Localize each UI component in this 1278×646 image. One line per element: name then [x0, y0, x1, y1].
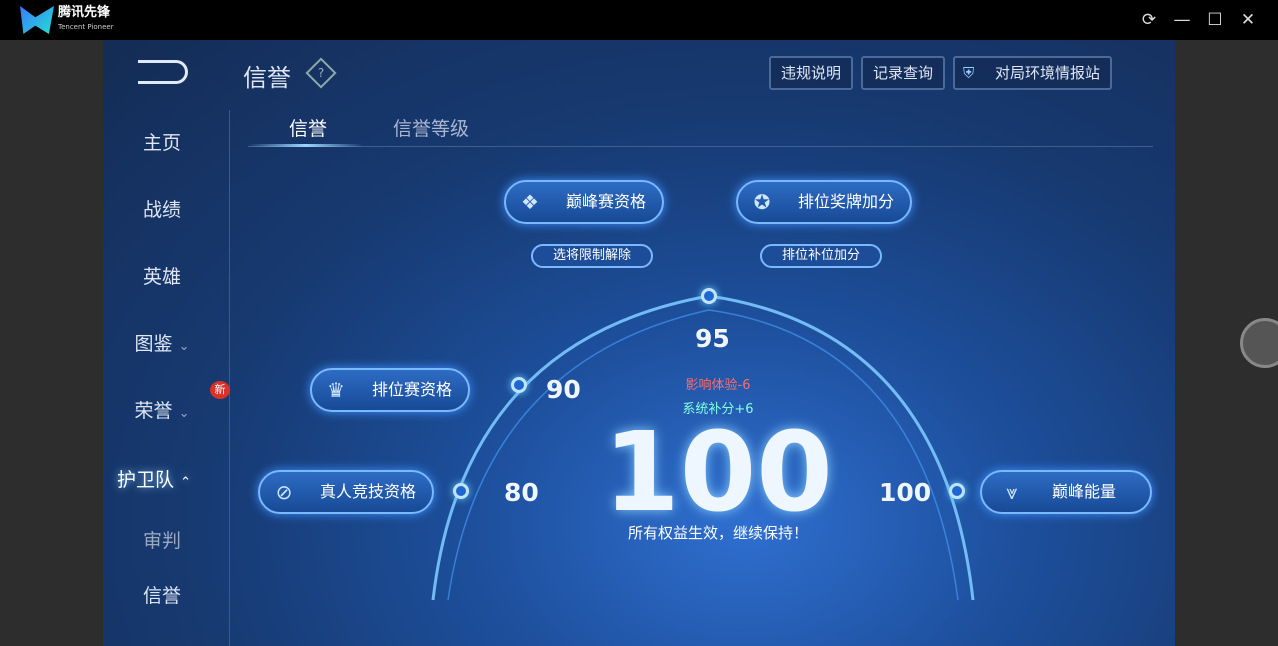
left-margin — [0, 40, 103, 646]
nav-record[interactable]: 战绩 — [142, 199, 181, 221]
threshold-100: 100 — [879, 478, 932, 507]
peak-energy[interactable]: ⩔ 巅峰能量 — [980, 470, 1152, 514]
close-icon[interactable]: ✕ — [1240, 10, 1256, 30]
page-title: 信誉 — [243, 64, 291, 92]
chevron-down-icon: ⌄ — [178, 406, 190, 421]
wing-badge-icon: ♛ — [327, 378, 345, 402]
game-screen: 信誉 ? 违规说明 记录查询 ⛨ 对局环境情报站 主页 战绩 英雄 图鉴 ⌄ 荣誉… — [103, 40, 1175, 646]
record-query-button[interactable]: 记录查询 — [861, 56, 946, 90]
window-titlebar: 腾讯先锋 Tencent Pioneer ⟳ — ☐ ✕ — [0, 0, 1278, 40]
nav-heroes[interactable]: 英雄 — [142, 266, 181, 288]
chevron-badge-icon: ⩔ — [1006, 480, 1018, 504]
threshold-95: 95 — [695, 324, 730, 353]
nav-home[interactable]: 主页 — [142, 132, 181, 154]
shield-icon: ⛨ — [963, 64, 975, 82]
no-bot-icon: ⊘ — [275, 480, 293, 504]
app-name: 腾讯先锋 — [58, 5, 111, 20]
new-badge: 新 — [210, 381, 230, 399]
ranked-eligibility[interactable]: ♛ 排位赛资格 — [310, 368, 471, 412]
chevron-up-icon: ⌃ — [180, 475, 191, 490]
tab-active-indicator — [248, 144, 363, 147]
node-100 — [949, 483, 965, 499]
nav-honor[interactable]: 荣誉 ⌄ — [134, 400, 190, 422]
bonus-text: 系统补分+6 — [682, 402, 754, 417]
rank-medal-bonus[interactable]: ✪ 排位奖牌加分 — [736, 180, 913, 224]
threshold-90: 90 — [546, 375, 581, 404]
nav-handbook[interactable]: 图鉴 ⌄ — [134, 333, 190, 355]
chevron-down-icon: ⌄ — [178, 339, 190, 354]
back-button[interactable] — [138, 60, 188, 84]
match-environment-button[interactable]: ⛨ 对局环境情报站 — [953, 56, 1113, 90]
node-80 — [453, 483, 469, 499]
diamond-icon: ❖ — [521, 190, 539, 214]
node-95 — [701, 288, 717, 304]
star-medal-icon: ✪ — [753, 190, 771, 214]
status-text: 所有权益生效，继续保持！ — [627, 524, 808, 542]
maximize-icon[interactable]: ☐ — [1207, 10, 1223, 30]
nav-credit[interactable]: 信誉 — [142, 585, 181, 607]
rank-fill-bonus[interactable]: 排位补位加分 — [760, 244, 883, 268]
penalty-text: 影响体验-6 — [685, 378, 751, 393]
tab-credit-level[interactable]: 信誉等级 — [393, 118, 470, 140]
node-90 — [511, 377, 527, 393]
nav-judge[interactable]: 审判 — [142, 530, 181, 552]
credit-score: 100 — [603, 408, 833, 536]
real-player-eligibility[interactable]: ⊘ 真人竞技资格 — [258, 470, 435, 514]
peak-match-eligibility[interactable]: ❖ 巅峰赛资格 — [504, 180, 665, 224]
arc-decoration — [431, 294, 975, 601]
floating-tool-button[interactable] — [1240, 318, 1278, 368]
refresh-icon[interactable]: ⟳ — [1141, 10, 1157, 30]
nav-guard[interactable]: 护卫队 ⌃ — [117, 469, 191, 491]
app-subname: Tencent Pioneer — [58, 23, 114, 31]
violation-info-button[interactable]: 违规说明 — [769, 56, 854, 90]
hero-pick-unlock[interactable]: 选将限制解除 — [531, 244, 654, 268]
tab-divider — [248, 146, 1153, 147]
minimize-icon[interactable]: — — [1173, 10, 1191, 30]
nav-divider — [229, 110, 230, 646]
threshold-80: 80 — [504, 478, 539, 507]
app-logo — [20, 6, 54, 34]
tab-credit[interactable]: 信誉 — [289, 118, 328, 140]
